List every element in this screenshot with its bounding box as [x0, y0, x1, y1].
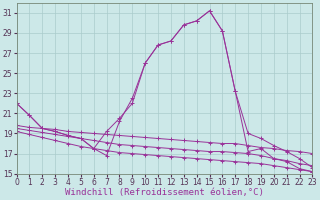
X-axis label: Windchill (Refroidissement éolien,°C): Windchill (Refroidissement éolien,°C)	[65, 188, 264, 197]
